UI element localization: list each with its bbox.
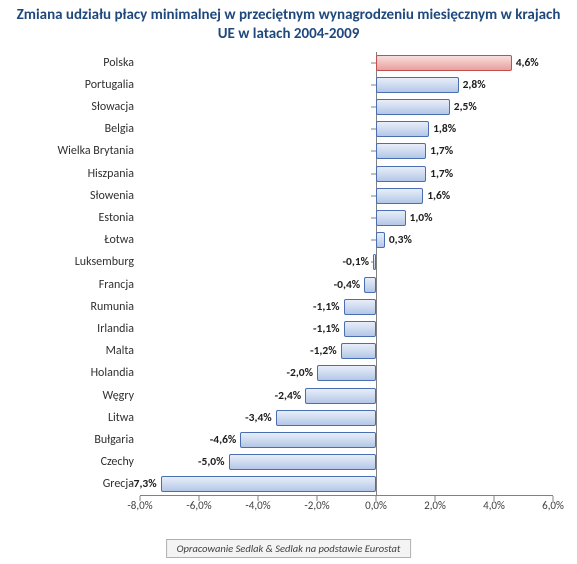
bar-row: Francja-0,4% (140, 274, 553, 296)
category-label: Portugalia (85, 78, 134, 92)
bar-row: Wielka Brytania1,7% (140, 140, 553, 162)
bar (344, 299, 376, 315)
value-label: -2,4% (275, 389, 302, 403)
x-tick-label: -8,0% (127, 499, 152, 512)
category-label: Polska (103, 56, 134, 70)
bar (364, 277, 376, 293)
value-label: 1,7% (430, 167, 453, 181)
value-label: 4,6% (516, 56, 539, 70)
category-label: Hiszpania (88, 167, 134, 181)
value-label: 1,7% (430, 144, 453, 158)
chart-footer: Opracowanie Sedlak & Sedlak na podstawie… (166, 539, 412, 558)
category-label: Belgia (105, 122, 134, 136)
category-label: Litwa (108, 411, 134, 425)
bar (376, 55, 512, 71)
bar-row: Malta-1,2% (140, 340, 553, 362)
bar-row: Irlandia-1,1% (140, 318, 553, 340)
bar (376, 99, 450, 115)
bar (376, 143, 426, 159)
value-label: -1,1% (313, 322, 340, 336)
category-label: Słowenia (90, 189, 134, 203)
bar (276, 410, 376, 426)
x-tick-label: -4,0% (245, 499, 270, 512)
category-label: Irlandia (97, 322, 134, 336)
category-label: Słowacja (91, 100, 134, 114)
value-label: -0,4% (334, 278, 361, 292)
value-label: -7,3% (130, 477, 157, 491)
bar-row: Grecja-7,3% (140, 473, 553, 495)
bar-row: Węgry-2,4% (140, 385, 553, 407)
bar-row: Łotwa0,3% (140, 229, 553, 251)
category-label: Bułgaria (94, 433, 134, 447)
bar-row: Portugalia2,8% (140, 74, 553, 96)
bar (305, 388, 376, 404)
x-tick-label: 2,0% (424, 499, 446, 512)
category-label: Francja (99, 278, 134, 292)
bar (341, 343, 376, 359)
value-label: -2,0% (286, 366, 313, 380)
value-label: -1,2% (310, 344, 337, 358)
value-label: -4,6% (210, 433, 237, 447)
plot-region: -8,0%-6,0%-4,0%-2,0%0,0%2,0%4,0%6,0%Pols… (140, 52, 553, 496)
value-label: 2,5% (454, 100, 477, 114)
bar (229, 454, 377, 470)
bar-row: Litwa-3,4% (140, 407, 553, 429)
bar (376, 77, 459, 93)
bar (373, 254, 376, 270)
bar (376, 232, 385, 248)
x-tick-label: 6,0% (542, 499, 564, 512)
bar (376, 210, 406, 226)
bar-row: Czechy-5,0% (140, 451, 553, 473)
bar (376, 121, 429, 137)
chart-title: Zmiana udziału płacy minimalnej w przeci… (16, 6, 561, 44)
x-tick-label: 4,0% (483, 499, 505, 512)
bar-row: Słowenia1,6% (140, 185, 553, 207)
value-label: -1,1% (313, 300, 340, 314)
x-tick-label: 0,0% (365, 499, 387, 512)
value-label: 1,6% (427, 189, 450, 203)
bar-row: Luksemburg-0,1% (140, 251, 553, 273)
category-label: Estonia (99, 211, 134, 225)
category-label: Wielka Brytania (57, 144, 134, 158)
bar-row: Bułgaria-4,6% (140, 429, 553, 451)
x-tick-label: -2,0% (304, 499, 329, 512)
bar (161, 476, 376, 492)
category-label: Węgry (102, 389, 134, 403)
bar (344, 321, 376, 337)
value-label: 1,0% (410, 211, 433, 225)
x-tick-label: -6,0% (186, 499, 211, 512)
bar (317, 365, 376, 381)
chart-container: Zmiana udziału płacy minimalnej w przeci… (0, 0, 577, 564)
category-label: Luksemburg (75, 255, 134, 269)
bar-row: Hiszpania1,7% (140, 163, 553, 185)
bar (376, 166, 426, 182)
category-label: Czechy (101, 455, 134, 469)
value-label: 0,3% (389, 233, 412, 247)
value-label: 2,8% (463, 78, 486, 92)
category-label: Malta (106, 344, 134, 358)
chart-area: -8,0% -6,0% -4,0% -2,0% 0,0% 2,0% 4,0% 6,0% Pols… (10, 52, 567, 520)
bar-row: Rumunia-1,1% (140, 296, 553, 318)
bar (240, 432, 376, 448)
bar-row: Polska4,6% (140, 52, 553, 74)
value-label: 1,8% (433, 122, 456, 136)
category-label: Łotwa (104, 233, 134, 247)
category-label: Rumunia (90, 300, 134, 314)
category-label: Holandia (91, 366, 134, 380)
value-label: -0,1% (343, 255, 370, 269)
bar-row: Słowacja2,5% (140, 96, 553, 118)
value-label: -3,4% (245, 411, 272, 425)
bar-row: Holandia-2,0% (140, 362, 553, 384)
bar-row: Estonia1,0% (140, 207, 553, 229)
value-label: -5,0% (198, 455, 225, 469)
bar-row: Belgia1,8% (140, 118, 553, 140)
bar (376, 188, 423, 204)
